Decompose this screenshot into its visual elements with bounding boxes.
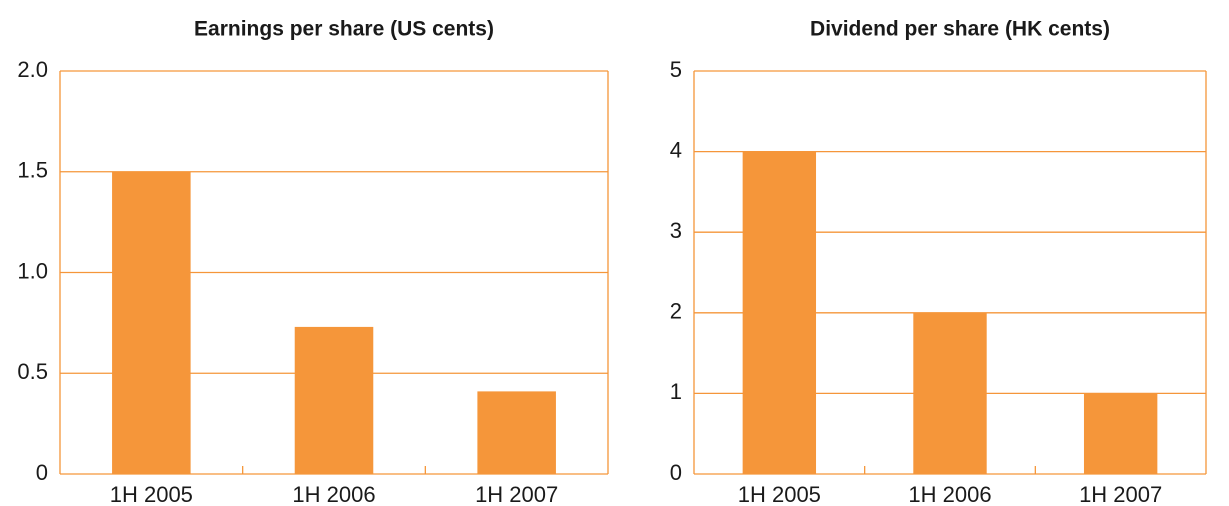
y-tick-label: 0 xyxy=(670,460,682,485)
chart-title: Earnings per share (US cents) xyxy=(194,18,494,41)
y-tick-label: 3 xyxy=(670,218,682,243)
x-tick-label: 1H 2006 xyxy=(292,482,375,506)
y-tick-label: 0 xyxy=(36,460,48,485)
y-tick-label: 1.0 xyxy=(17,258,48,283)
y-tick-label: 5 xyxy=(670,57,682,82)
x-tick-label: 1H 2005 xyxy=(110,482,193,506)
x-tick-label: 1H 2007 xyxy=(1079,482,1162,506)
y-tick-label: 2 xyxy=(670,299,682,324)
bar xyxy=(1083,393,1158,474)
bar xyxy=(913,312,987,474)
bar xyxy=(112,171,191,474)
chart-title: Dividend per share (HK cents) xyxy=(810,18,1110,41)
bar xyxy=(294,326,374,474)
y-tick-label: 2.0 xyxy=(17,57,48,82)
x-tick-label: 1H 2007 xyxy=(475,482,558,506)
y-tick-label: 1 xyxy=(670,379,682,404)
y-tick-label: 1.5 xyxy=(17,158,48,183)
y-tick-label: 0.5 xyxy=(17,359,48,384)
y-tick-label: 4 xyxy=(670,137,682,162)
x-tick-label: 1H 2006 xyxy=(908,482,991,506)
bar xyxy=(742,151,817,474)
x-tick-label: 1H 2005 xyxy=(738,482,821,506)
bar xyxy=(477,391,556,474)
